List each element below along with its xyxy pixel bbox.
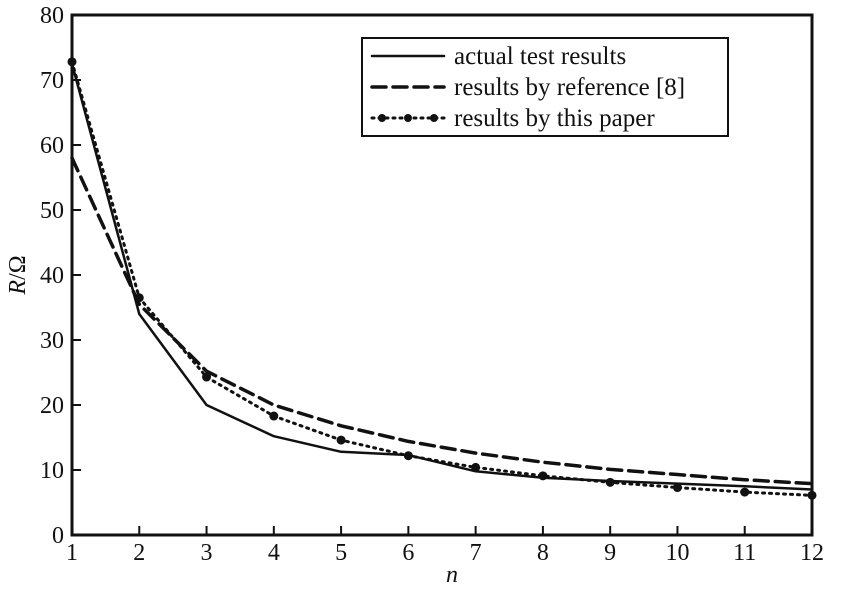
y-tick-label: 70 <box>40 68 64 94</box>
y-tick-label: 10 <box>40 458 64 484</box>
series-point <box>134 293 144 303</box>
x-tick-label: 2 <box>133 540 145 566</box>
series-point <box>605 477 615 487</box>
legend-marker <box>378 114 386 122</box>
x-tick-label: 8 <box>537 540 549 566</box>
x-tick-label: 5 <box>335 540 347 566</box>
series-point <box>67 57 77 67</box>
legend: actual test results results by reference … <box>361 37 729 137</box>
series-point <box>202 372 212 382</box>
series-point <box>672 483 682 493</box>
series-point <box>403 451 413 461</box>
y-tick-label: 80 <box>40 3 64 29</box>
x-tick-label: 1 <box>66 540 78 566</box>
x-tick-label: 12 <box>800 540 824 566</box>
series-line-3 <box>70 60 814 497</box>
x-tick-label: 11 <box>733 540 756 566</box>
legend-marker <box>404 114 412 122</box>
series-point <box>336 435 346 445</box>
y-tick-label: 60 <box>40 133 64 159</box>
x-tick-label: 4 <box>268 540 280 566</box>
series-point <box>269 411 279 421</box>
y-tick-label: 0 <box>52 523 64 549</box>
legend-label-3: results by this paper <box>454 105 655 132</box>
y-axis-label: R/Ω <box>5 255 31 295</box>
series-line-2 <box>70 156 814 486</box>
y-tick-label: 20 <box>40 393 64 419</box>
legend-label-2: results by reference [8] <box>454 74 685 101</box>
series-point <box>740 487 750 497</box>
x-tick-label: 3 <box>201 540 213 566</box>
x-axis-label: n <box>446 562 458 588</box>
legend-marker <box>430 114 438 122</box>
series-point <box>471 462 481 472</box>
x-tick-label: 6 <box>402 540 414 566</box>
y-tick-label: 30 <box>40 328 64 354</box>
legend-label-1: actual test results <box>454 43 626 70</box>
y-tick-label: 50 <box>40 198 64 224</box>
x-tick-label: 9 <box>604 540 616 566</box>
y-tick-label: 40 <box>40 263 64 289</box>
x-tick-label: 7 <box>470 540 482 566</box>
series-line-1 <box>70 62 814 491</box>
series-lines <box>67 57 817 500</box>
series-point <box>807 490 817 500</box>
series-point <box>538 471 548 481</box>
x-tick-label: 10 <box>665 540 689 566</box>
